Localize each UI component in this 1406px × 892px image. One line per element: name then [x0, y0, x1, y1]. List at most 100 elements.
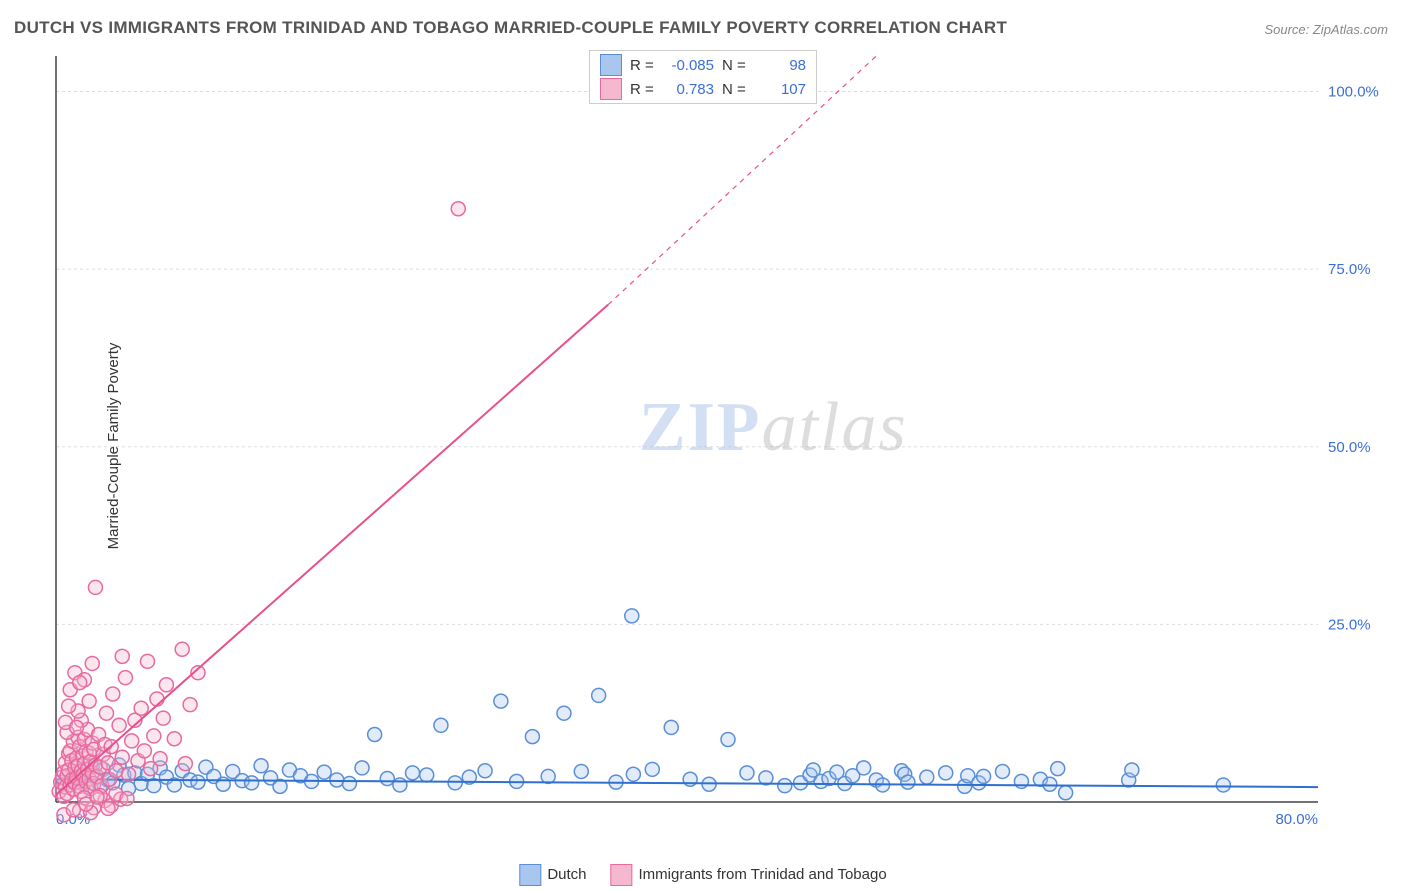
data-point-trinidad	[134, 701, 148, 715]
source-label: Source: ZipAtlas.com	[1264, 22, 1388, 37]
data-point-trinidad	[88, 580, 102, 594]
data-point-dutch	[721, 732, 735, 746]
data-point-dutch	[525, 730, 539, 744]
stats-row: R = -0.085 N = 98	[590, 53, 816, 77]
stats-legend-box: R = -0.085 N = 98 R = 0.783 N = 107	[589, 50, 817, 104]
chart-title: DUTCH VS IMMIGRANTS FROM TRINIDAD AND TO…	[14, 18, 1007, 38]
data-point-trinidad	[167, 732, 181, 746]
data-point-dutch	[977, 769, 991, 783]
data-point-trinidad	[118, 671, 132, 685]
legend-swatch	[611, 864, 633, 886]
data-point-trinidad	[115, 649, 129, 663]
data-point-dutch	[1125, 763, 1139, 777]
data-point-dutch	[420, 768, 434, 782]
y-tick-label: 50.0%	[1328, 439, 1371, 456]
data-point-dutch	[625, 609, 639, 623]
data-point-dutch	[406, 766, 420, 780]
trend-line-trinidad	[56, 305, 608, 795]
data-point-trinidad	[150, 692, 164, 706]
data-point-dutch	[920, 770, 934, 784]
y-tick-label: 25.0%	[1328, 616, 1371, 633]
data-point-trinidad	[109, 764, 123, 778]
data-point-trinidad	[90, 790, 104, 804]
data-point-dutch	[939, 766, 953, 780]
data-point-dutch	[645, 762, 659, 776]
data-point-dutch	[342, 777, 356, 791]
data-point-trinidad	[125, 734, 139, 748]
r-label: R =	[630, 57, 658, 74]
legend-swatch	[519, 864, 541, 886]
n-label: N =	[722, 81, 750, 98]
y-tick-label: 75.0%	[1328, 261, 1371, 278]
n-value: 107	[758, 81, 806, 98]
legend-item: Dutch	[519, 864, 586, 886]
data-point-dutch	[996, 764, 1010, 778]
chart-container: DUTCH VS IMMIGRANTS FROM TRINIDAD AND TO…	[0, 0, 1406, 892]
legend-swatch	[600, 78, 622, 100]
data-point-trinidad	[159, 678, 173, 692]
n-label: N =	[722, 57, 750, 74]
data-point-dutch	[380, 772, 394, 786]
data-point-dutch	[368, 728, 382, 742]
data-point-trinidad	[106, 687, 120, 701]
data-point-dutch	[740, 766, 754, 780]
data-point-dutch	[448, 776, 462, 790]
n-value: 98	[758, 57, 806, 74]
scatter-plot: 25.0%50.0%75.0%100.0%0.0%80.0%	[48, 48, 1388, 838]
data-point-dutch	[1014, 774, 1028, 788]
legend-item: Immigrants from Trinidad and Tobago	[611, 864, 887, 886]
data-point-trinidad	[122, 767, 136, 781]
data-point-trinidad	[66, 803, 80, 817]
data-point-dutch	[1216, 778, 1230, 792]
data-point-dutch	[317, 765, 331, 779]
data-point-dutch	[778, 779, 792, 793]
x-tick-label: 80.0%	[1275, 811, 1318, 828]
data-point-trinidad	[101, 801, 115, 815]
data-point-dutch	[254, 759, 268, 773]
data-point-dutch	[574, 764, 588, 778]
data-point-trinidad	[62, 699, 76, 713]
data-point-trinidad	[147, 729, 161, 743]
data-point-trinidad	[137, 744, 151, 758]
data-point-trinidad	[451, 202, 465, 216]
data-point-dutch	[901, 775, 915, 789]
legend-bottom: Dutch Immigrants from Trinidad and Tobago	[519, 864, 886, 886]
legend-swatch	[600, 54, 622, 76]
data-point-dutch	[478, 764, 492, 778]
r-value: 0.783	[666, 81, 714, 98]
data-point-trinidad	[70, 720, 84, 734]
data-point-dutch	[434, 718, 448, 732]
data-point-trinidad	[73, 676, 87, 690]
data-point-trinidad	[178, 757, 192, 771]
data-point-dutch	[1051, 762, 1065, 776]
data-point-trinidad	[183, 698, 197, 712]
r-label: R =	[630, 81, 658, 98]
data-point-trinidad	[140, 654, 154, 668]
data-point-trinidad	[85, 656, 99, 670]
data-point-dutch	[1059, 786, 1073, 800]
data-point-trinidad	[120, 791, 134, 805]
data-point-dutch	[592, 688, 606, 702]
data-point-trinidad	[99, 706, 113, 720]
data-point-dutch	[557, 706, 571, 720]
data-point-trinidad	[156, 711, 170, 725]
data-point-trinidad	[115, 750, 129, 764]
data-point-dutch	[393, 778, 407, 792]
legend-label: Immigrants from Trinidad and Tobago	[639, 866, 887, 883]
data-point-trinidad	[153, 752, 167, 766]
data-point-dutch	[494, 694, 508, 708]
stats-row: R = 0.783 N = 107	[590, 77, 816, 101]
data-point-dutch	[857, 761, 871, 775]
data-point-trinidad	[112, 718, 126, 732]
data-point-trinidad	[175, 642, 189, 656]
data-point-dutch	[664, 720, 678, 734]
data-point-trinidad	[82, 694, 96, 708]
data-point-dutch	[1043, 777, 1057, 791]
data-point-dutch	[191, 775, 205, 789]
y-tick-label: 100.0%	[1328, 84, 1379, 101]
r-value: -0.085	[666, 57, 714, 74]
data-point-dutch	[245, 776, 259, 790]
legend-label: Dutch	[547, 866, 586, 883]
data-point-dutch	[626, 767, 640, 781]
data-point-dutch	[355, 761, 369, 775]
